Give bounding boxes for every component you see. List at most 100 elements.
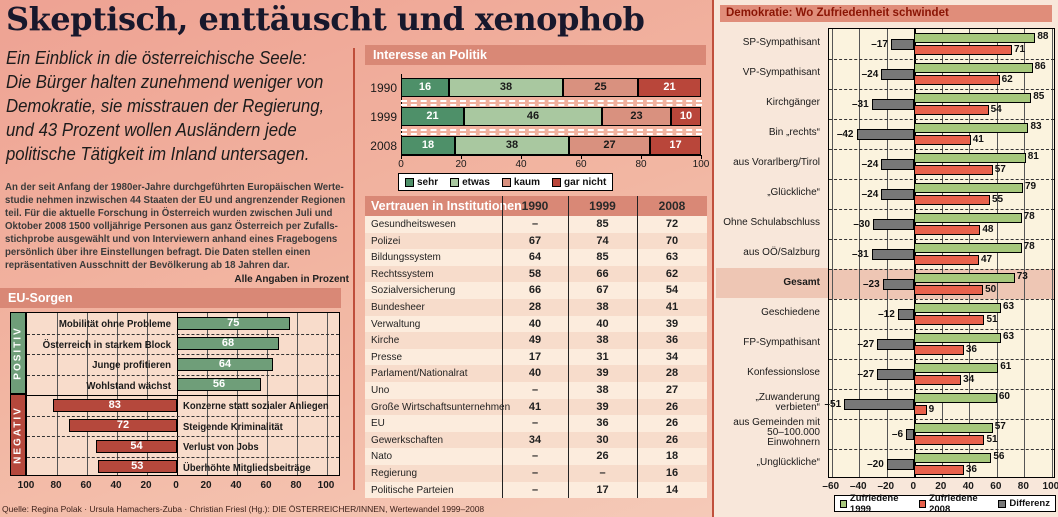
row-separator xyxy=(27,456,339,458)
cell-value: 38 xyxy=(596,334,609,347)
axis-label: 60 xyxy=(575,159,587,170)
axis-label: 100 xyxy=(17,480,35,491)
source-line: Quelle: Regina Polak · Ursula Hamachers-… xyxy=(2,504,485,514)
bar: 53 xyxy=(97,460,177,473)
bar-zufriedene-1999 xyxy=(914,303,1001,313)
cell-value: 40 xyxy=(596,317,609,330)
value-differenz: –17 xyxy=(871,39,888,50)
row-separator xyxy=(829,299,1054,300)
bar-zufriedene-1999 xyxy=(914,333,1001,343)
bar-differenz xyxy=(871,248,915,260)
value-2008: 36 xyxy=(965,344,977,355)
row-separator xyxy=(27,415,339,417)
column-divider-line xyxy=(637,196,638,499)
gap-dash xyxy=(401,103,702,106)
value-1999: 83 xyxy=(1030,121,1042,132)
cell-value: 40 xyxy=(528,367,542,380)
value-differenz: –24 xyxy=(861,159,879,170)
bar-label: Überhöhte Mitgliedsbeiträge xyxy=(183,461,311,474)
table-row: Rechtssystem 58 66 62 xyxy=(365,265,707,283)
legend-item: Zufriedene 1999 xyxy=(840,493,909,515)
value-differenz: –27 xyxy=(857,369,875,380)
cell-value: 39 xyxy=(665,317,679,330)
table-row: Parlament/Nationalrat 40 39 28 xyxy=(365,365,707,382)
eu-plot: 75 Mobilität ohne Probleme 68 Österreich in… xyxy=(26,312,340,476)
cell-value: 26 xyxy=(665,433,679,446)
bar-zufriedene-1999 xyxy=(914,423,993,433)
category-label: Geschiedene xyxy=(761,307,820,318)
table-row: Bildungssystem 64 85 63 xyxy=(365,249,707,266)
cell-value: 30 xyxy=(596,433,609,446)
legend-label: sehr xyxy=(417,176,439,188)
legend-label: Zufriedene 2008 xyxy=(929,492,978,515)
table-row: EU – 36 26 xyxy=(365,415,707,432)
value-1999: 57 xyxy=(994,421,1006,432)
zero-line xyxy=(177,313,178,475)
value-differenz: –24 xyxy=(861,189,879,200)
category-label: aus Gemeinden mit 50–100.000 Einwohnern xyxy=(733,417,820,448)
value-2008: 36 xyxy=(965,464,977,475)
value-1999: 86 xyxy=(1034,61,1046,72)
bar-zufriedene-2008 xyxy=(914,45,1012,55)
legend-swatch xyxy=(501,177,511,187)
bar-segment: 38 xyxy=(455,136,569,155)
cell-value: 66 xyxy=(596,267,609,280)
category-label: Kirchgänger xyxy=(766,97,820,108)
bar-zufriedene-1999 xyxy=(914,123,1029,133)
legend-swatch xyxy=(919,499,927,508)
bar-segment: 25 xyxy=(563,78,638,97)
gap-dash xyxy=(401,132,702,135)
bar-segment: 27 xyxy=(569,136,650,155)
bar-zufriedene-2008 xyxy=(914,405,927,415)
gridline xyxy=(237,313,238,475)
bar: 83 xyxy=(52,398,177,412)
row-separator xyxy=(829,269,1054,270)
table-row: Gewerkschaften 34 30 26 xyxy=(365,431,707,449)
row-label: Gewerkschaften xyxy=(371,433,444,446)
cell-value: 85 xyxy=(596,251,609,264)
axis-label: 60 xyxy=(80,480,92,491)
bar-zufriedene-2008 xyxy=(914,435,985,445)
bar: 72 xyxy=(69,419,177,432)
value-2008: 9 xyxy=(928,404,935,415)
gridline xyxy=(831,29,833,477)
value-1999: 63 xyxy=(1002,331,1015,342)
bar-zufriedene-2008 xyxy=(914,315,985,325)
row-label: Politische Parteien xyxy=(371,483,454,496)
bar-segment: 46 xyxy=(464,107,602,126)
axis-label: 80 xyxy=(50,480,62,491)
column-divider-line xyxy=(502,196,503,499)
cell-value: – xyxy=(531,417,539,430)
eu-sorgen-header: EU-Sorgen xyxy=(0,288,341,308)
table-row: Nato – 26 18 xyxy=(365,448,707,465)
axis-label: 20 xyxy=(455,159,467,170)
legend-item: gar nicht xyxy=(552,177,606,188)
value-2008: 55 xyxy=(991,194,1004,205)
legend-label: Differenz xyxy=(1009,498,1050,509)
year-label: 1999 xyxy=(370,110,397,124)
bar-zufriedene-2008 xyxy=(914,375,962,385)
bar: 54 xyxy=(96,439,177,453)
bar-segment: 17 xyxy=(650,136,701,155)
legend: sehr etwas kaum gar nicht xyxy=(398,173,614,191)
table-row: Sozialversicherung 66 67 54 xyxy=(365,282,707,299)
value-2008: 62 xyxy=(1001,74,1013,85)
year-label: 1990 xyxy=(370,81,397,95)
tick xyxy=(641,155,642,159)
row-label: Sozialversicherung xyxy=(371,284,456,297)
gap-dash xyxy=(401,99,702,102)
value-2008: 47 xyxy=(980,254,993,265)
value-1999: 61 xyxy=(1000,361,1012,372)
value-differenz: –6 xyxy=(891,429,904,440)
row-separator xyxy=(829,59,1054,60)
cell-value: 26 xyxy=(665,417,679,430)
interesse-title: Interesse an Politik xyxy=(373,48,487,62)
row-separator xyxy=(829,239,1054,240)
gridline xyxy=(297,313,298,475)
bar-differenz xyxy=(881,158,915,170)
year-label: 2008 xyxy=(370,139,397,153)
category-label: „Zuwanderung verbieten“ xyxy=(755,392,820,413)
value-differenz: –30 xyxy=(853,219,871,230)
cell-value: 31 xyxy=(596,350,609,363)
table-row: Politische Parteien – 17 14 xyxy=(365,481,707,499)
